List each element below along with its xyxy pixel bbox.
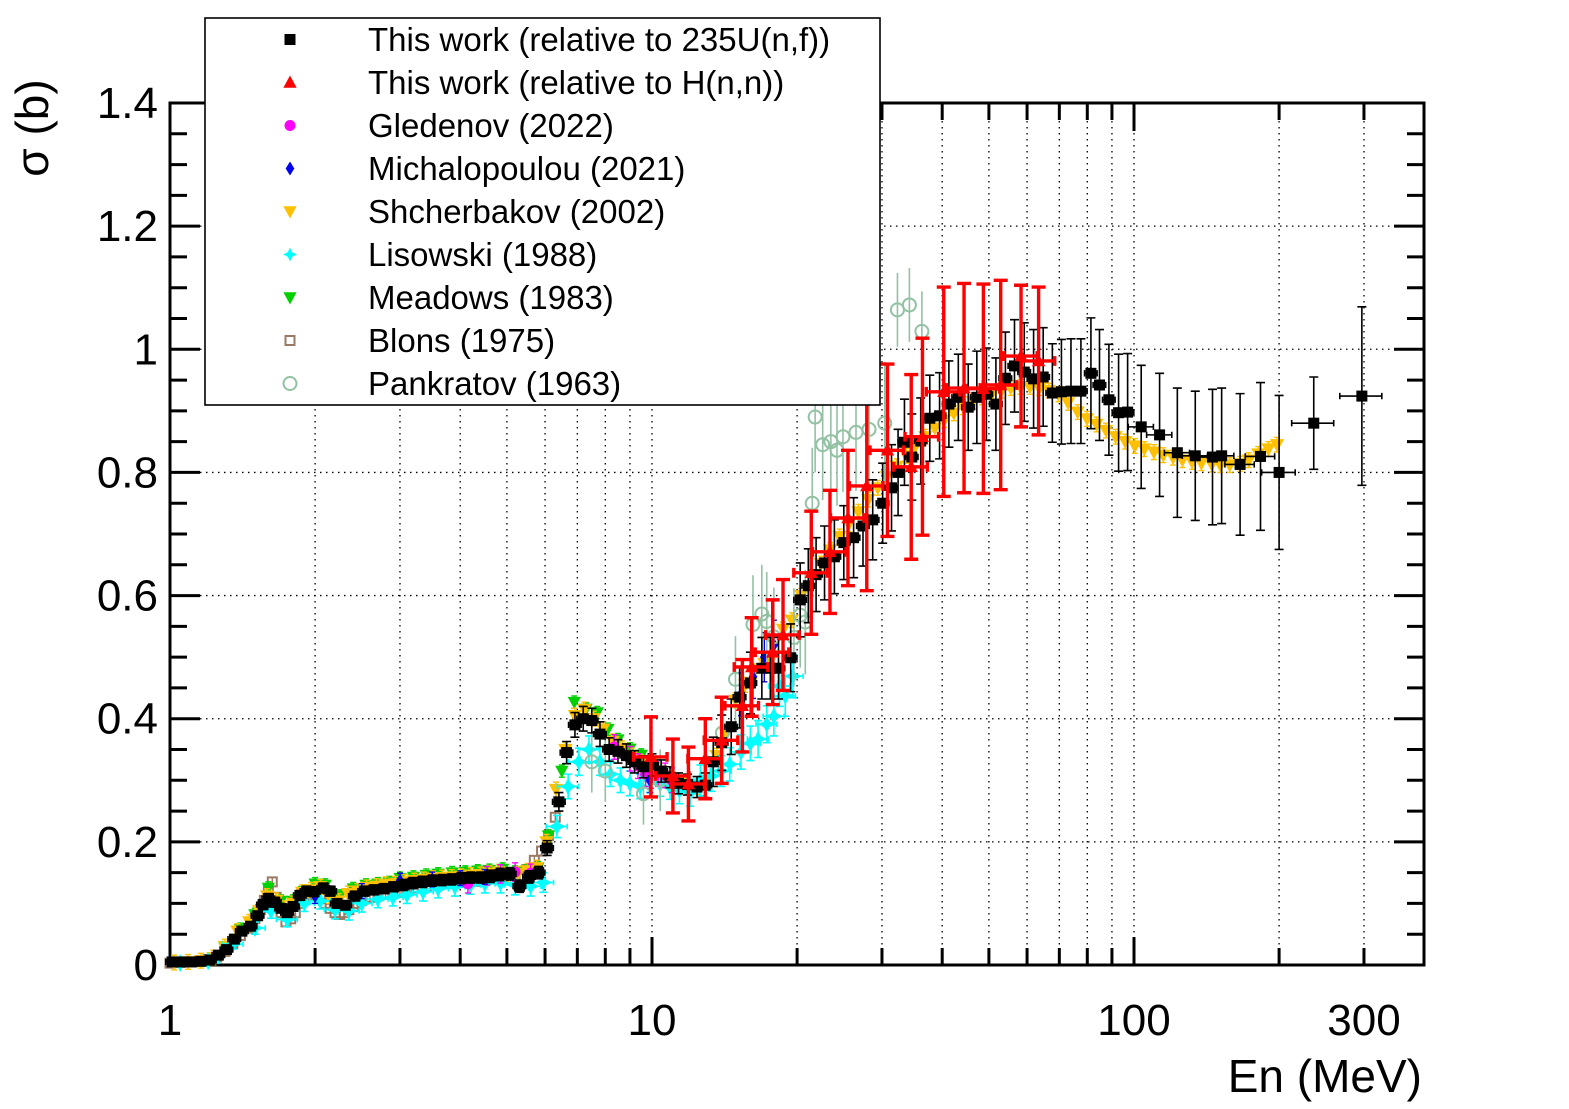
legend-label-shcherbakov: Shcherbakov (2002): [368, 193, 665, 230]
gridlines: [170, 103, 1424, 965]
legend-item-lisowski: Lisowski (1988): [283, 236, 597, 273]
series-thiswork-u235: [164, 306, 1383, 968]
svg-text:0.8: 0.8: [97, 448, 158, 497]
legend-label-meadows: Meadows (1983): [368, 279, 614, 316]
legend-label-michalopoulou: Michalopoulou (2021): [368, 150, 685, 187]
legend-item-michalopoulou: Michalopoulou (2021): [285, 150, 685, 187]
legend-label-blons: Blons (1975): [368, 322, 555, 359]
svg-text:10: 10: [628, 996, 677, 1045]
svg-text:100: 100: [1097, 996, 1170, 1045]
axis-tick-labels: 1 10 100 300 0 0.2 0.4 0.6 0.8 1 1.2 1.4: [97, 79, 1401, 1045]
legend-item-meadows: Meadows (1983): [283, 279, 614, 316]
svg-text:1.4: 1.4: [97, 79, 158, 128]
legend-item-blons: Blons (1975): [284, 322, 555, 359]
svg-text:1: 1: [158, 996, 182, 1045]
legend: This work (relative to 235U(n,f)) This wo…: [204, 17, 881, 406]
svg-text:0.2: 0.2: [97, 818, 158, 867]
legend-item-thiswork-u235: This work (relative to 235U(n,f)): [284, 21, 830, 58]
legend-label-lisowski: Lisowski (1988): [368, 236, 597, 273]
series-lisowski: [168, 653, 804, 973]
legend-item-gledenov: Gledenov (2022): [284, 107, 614, 144]
svg-text:0: 0: [134, 941, 158, 990]
svg-text:1: 1: [134, 325, 158, 374]
x-axis-title: En (MeV): [1228, 1050, 1422, 1102]
legend-item-thiswork-hnn: This work (relative to H(n,n)): [283, 64, 784, 101]
series-shcherbakov: [167, 378, 1285, 971]
legend-label-gledenov: Gledenov (2022): [368, 107, 614, 144]
legend-label-thiswork-u235: This work (relative to 235U(n,f)): [368, 21, 830, 58]
y-axis-title: σ (b): [6, 79, 58, 176]
legend-item-shcherbakov: Shcherbakov (2002): [283, 193, 665, 230]
legend-label-pankratov: Pankratov (1963): [368, 365, 621, 402]
svg-text:0.4: 0.4: [97, 695, 158, 744]
data-series: [164, 268, 1383, 973]
svg-text:300: 300: [1327, 996, 1400, 1045]
legend-item-pankratov: Pankratov (1963): [282, 365, 621, 402]
svg-text:1.2: 1.2: [97, 202, 158, 251]
legend-label-thiswork-hnn: This work (relative to H(n,n)): [368, 64, 784, 101]
svg-text:0.6: 0.6: [97, 572, 158, 621]
